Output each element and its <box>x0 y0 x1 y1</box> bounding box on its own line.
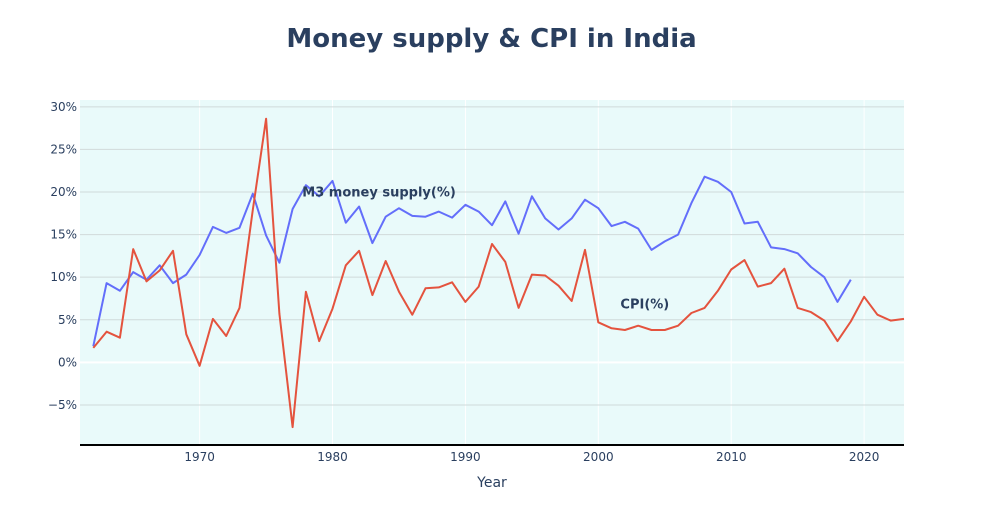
y-tick-label: 0% <box>58 355 77 369</box>
x-tick-label: 1980 <box>317 450 348 464</box>
y-tick-label: 25% <box>50 142 77 156</box>
x-tick-label: 1990 <box>450 450 481 464</box>
x-tick-label: 2010 <box>716 450 747 464</box>
y-tick-labels: 30% 25% 20% 15% 10% 5% 0% −5% <box>48 100 77 412</box>
annotations: M3 money supply(%) CPI(%) <box>302 185 669 312</box>
series-line-m3-money-supply <box>92 175 852 347</box>
y-tick-label: 30% <box>50 100 77 114</box>
y-tick-label: 20% <box>50 185 77 199</box>
x-tick-label: 2000 <box>583 450 614 464</box>
series-group <box>92 117 905 429</box>
y-tick-label: −5% <box>48 398 77 412</box>
series-annotation: M3 money supply(%) <box>302 185 456 200</box>
x-axis-title: Year <box>477 475 507 491</box>
y-tick-label: 15% <box>50 228 77 242</box>
series-line-cpi <box>92 117 905 429</box>
series-annotation: CPI(%) <box>620 298 669 313</box>
gridlines <box>80 100 904 445</box>
x-tick-labels: 1970 1980 1990 2000 2010 2020 <box>184 450 879 464</box>
plot-area <box>80 100 904 445</box>
x-tick-label: 2020 <box>849 450 880 464</box>
y-tick-label: 5% <box>58 313 77 327</box>
y-tick-label: 10% <box>50 270 77 284</box>
chart-title: Money supply & CPI in India <box>286 24 697 54</box>
x-tick-label: 1970 <box>184 450 215 464</box>
